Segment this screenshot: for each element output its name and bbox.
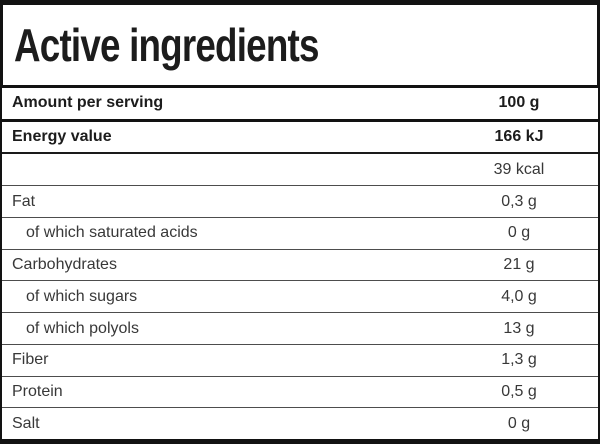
table-row: Fiber 1,3 g — [2, 345, 598, 377]
table-row: Carbohydrates 21 g — [2, 250, 598, 282]
row-value: 1,3 g — [501, 351, 537, 369]
row-label: of which sugars — [26, 287, 138, 305]
row-value: 166 kJ — [494, 128, 544, 146]
row-value: 0 g — [507, 224, 531, 242]
page-title: Active ingredients — [14, 19, 319, 71]
nutrition-table: Amount per serving 100 g Energy value 166 k… — [0, 88, 600, 444]
row-label: of which saturated acids — [26, 224, 198, 242]
row-label: of which polyols — [26, 319, 139, 337]
title-box: Active ingredients — [0, 0, 600, 88]
table-row: Energy value 166 kJ — [2, 122, 598, 155]
row-label: Energy value — [12, 128, 112, 146]
row-value: 0,5 g — [501, 382, 537, 400]
row-value: 13 g — [503, 319, 535, 337]
table-row: Protein 0,5 g — [2, 377, 598, 409]
row-label: Protein — [12, 382, 63, 400]
row-value: 0,3 g — [501, 192, 537, 210]
table-row: of which polyols 13 g — [2, 313, 598, 345]
table-row: Salt 0 g — [2, 408, 598, 439]
table-row: 39 kcal — [2, 154, 598, 187]
table-row: of which saturated acids 0 g — [2, 218, 598, 250]
row-label: Carbohydrates — [12, 256, 117, 274]
row-value: 39 kcal — [493, 160, 545, 178]
row-label: Fat — [12, 192, 36, 210]
row-value: 0 g — [507, 414, 531, 432]
row-label: Salt — [12, 414, 40, 432]
table-row: of which sugars 4,0 g — [2, 281, 598, 314]
row-label: Amount per serving — [12, 94, 164, 112]
table-row: Fat 0,3 g — [2, 186, 598, 218]
row-label: Fiber — [12, 351, 49, 369]
row-value: 4,0 g — [501, 287, 537, 305]
row-value: 21 g — [503, 256, 535, 274]
row-value: 100 g — [498, 94, 540, 112]
table-row: Amount per serving 100 g — [2, 88, 598, 122]
